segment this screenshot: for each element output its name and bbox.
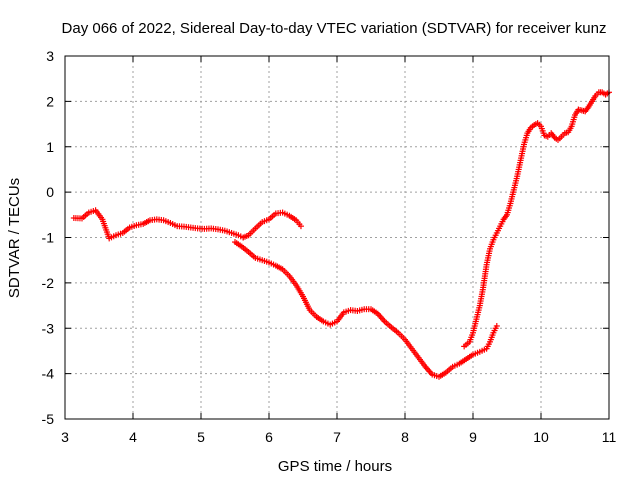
y-axis-label: SDTVAR / TECUs: [6, 178, 23, 298]
x-axis-label: GPS time / hours: [278, 458, 392, 475]
x-tick-label: 7: [333, 429, 341, 445]
y-tick-label: -3: [42, 320, 55, 336]
data-point: [297, 223, 304, 230]
y-tick-label: -5: [42, 411, 55, 427]
y-tick-label: -2: [42, 275, 55, 291]
x-tick-label: 9: [469, 429, 477, 445]
series-2: [240, 209, 304, 241]
data-points: [70, 89, 612, 380]
y-tick-label: 0: [46, 184, 54, 200]
series-3: [232, 239, 500, 380]
chart-title: Day 066 of 2022, Sidereal Day-to-day VTE…: [62, 20, 607, 37]
data-point: [493, 322, 500, 329]
x-tick-label: 8: [401, 429, 409, 445]
x-tick-label: 3: [61, 429, 69, 445]
y-tick-label: 3: [46, 48, 54, 64]
series-4: [461, 89, 612, 350]
grid: [65, 56, 609, 419]
x-tick-label: 11: [602, 429, 617, 445]
x-tick-label: 10: [533, 429, 549, 445]
axis-ticks: [64, 55, 610, 420]
y-tick-label: 1: [46, 139, 54, 155]
y-tick-labels: -5 -4 -3 -2 -1 0 1 2 3: [42, 48, 55, 427]
x-tick-label: 6: [265, 429, 273, 445]
x-tick-labels: 3 4 5 6 7 8 9 10 11: [61, 429, 616, 445]
x-tick-label: 4: [129, 429, 137, 445]
y-tick-label: -4: [42, 366, 55, 382]
y-tick-label: 2: [46, 93, 54, 109]
y-tick-label: -1: [42, 230, 55, 246]
series-1: [70, 207, 247, 242]
x-tick-label: 5: [197, 429, 205, 445]
